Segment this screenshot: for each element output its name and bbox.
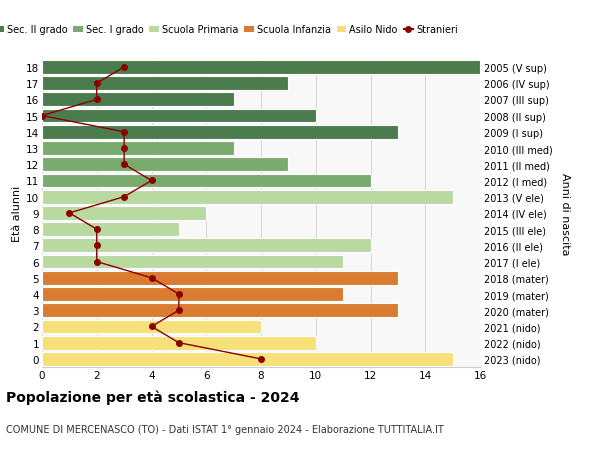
Bar xyxy=(42,336,316,350)
Bar xyxy=(42,109,316,123)
Bar xyxy=(42,77,289,91)
Y-axis label: Età alunni: Età alunni xyxy=(12,185,22,241)
Bar xyxy=(42,61,480,75)
Bar xyxy=(42,142,233,156)
Bar xyxy=(42,287,343,301)
Bar xyxy=(42,223,179,236)
Text: Popolazione per età scolastica - 2024: Popolazione per età scolastica - 2024 xyxy=(6,390,299,405)
Legend: Sec. II grado, Sec. I grado, Scuola Primaria, Scuola Infanzia, Asilo Nido, Stran: Sec. II grado, Sec. I grado, Scuola Prim… xyxy=(0,22,462,39)
Bar xyxy=(42,304,398,318)
Bar xyxy=(42,126,398,140)
Bar xyxy=(42,190,452,204)
Bar xyxy=(42,255,343,269)
Bar xyxy=(42,320,261,334)
Bar xyxy=(42,271,398,285)
Y-axis label: Anni di nascita: Anni di nascita xyxy=(560,172,569,255)
Bar xyxy=(42,239,371,253)
Text: COMUNE DI MERCENASCO (TO) - Dati ISTAT 1° gennaio 2024 - Elaborazione TUTTITALIA: COMUNE DI MERCENASCO (TO) - Dati ISTAT 1… xyxy=(6,425,444,435)
Bar xyxy=(42,158,289,172)
Bar xyxy=(42,174,371,188)
Bar xyxy=(42,352,452,366)
Bar xyxy=(42,93,233,107)
Bar xyxy=(42,207,206,220)
